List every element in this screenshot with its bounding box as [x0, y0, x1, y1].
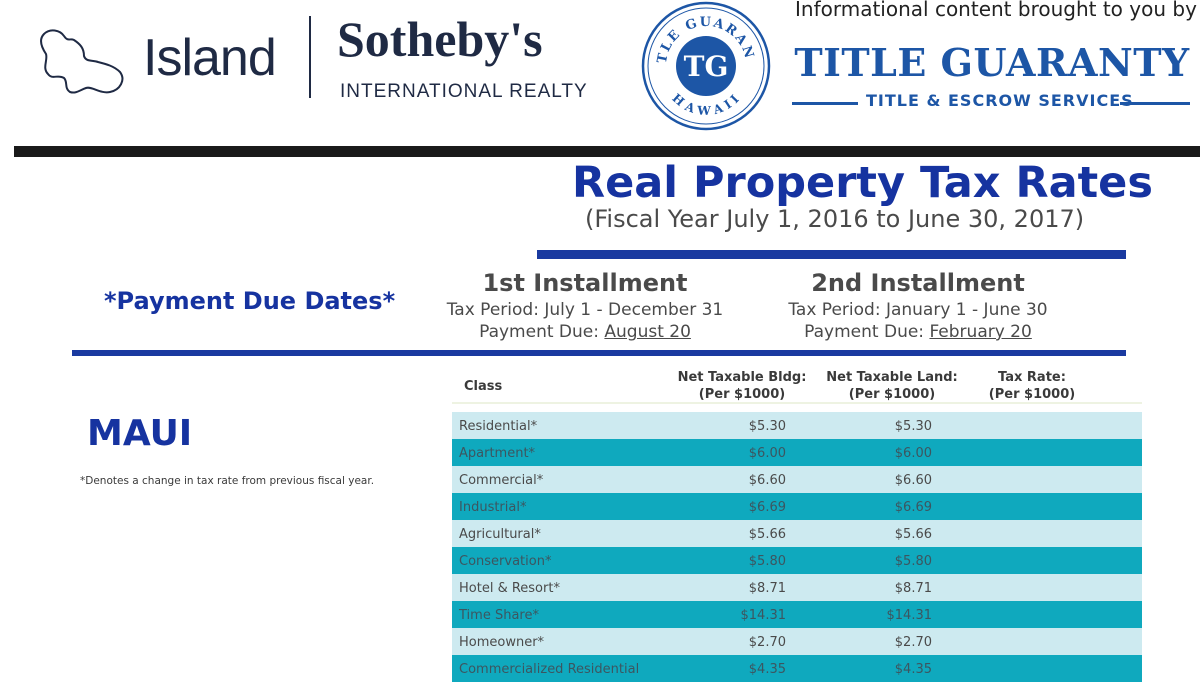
- second-installment-heading: 2nd Installment: [811, 269, 1025, 297]
- table-row: Apartment* $6.00 $6.00: [452, 439, 1142, 466]
- seal-initials: TG: [684, 50, 729, 83]
- second-installment-block: 2nd Installment Tax Period: January 1 - …: [770, 268, 1066, 343]
- sothebys-brand-text: Sotheby's: [337, 11, 543, 67]
- title-guaranty-wordmark: TITLE GUARANTY: [794, 40, 1190, 85]
- title-rule: [537, 250, 1126, 259]
- second-installment-due-date: February 20: [929, 322, 1032, 342]
- header-rule: [452, 402, 1142, 404]
- table-row: Hotel & Resort* $8.71 $8.71: [452, 574, 1142, 601]
- title-guaranty-seal-logo: TITLE GUARANTY HAWAII TG: [640, 0, 771, 131]
- sponsor-note: Informational content brought to you by: [795, 0, 1197, 21]
- header-divider-bar: [14, 146, 1200, 157]
- international-realty-text: INTERNATIONAL REALTY: [340, 81, 588, 102]
- first-installment-heading: 1st Installment: [482, 269, 688, 297]
- fiscal-year-subtitle: (Fiscal Year July 1, 2016 to June 30, 20…: [585, 205, 1085, 233]
- change-footnote: *Denotes a change in tax rate from previ…: [80, 475, 375, 487]
- column-header-rate: Tax Rate: (Per $1000): [988, 370, 1076, 402]
- table-row: Commercial* $6.60 $6.60: [452, 466, 1142, 493]
- table-row: Conservation* $5.80 $5.80: [452, 547, 1142, 574]
- region-heading: MAUI: [87, 413, 193, 454]
- first-installment-due: Payment Due: August 20: [479, 322, 691, 342]
- table-row: Residential* $5.30 $5.30: [452, 412, 1142, 439]
- wordmark-rule-right: [1120, 102, 1190, 105]
- first-installment-block: 1st Installment Tax Period: July 1 - Dec…: [440, 268, 730, 343]
- second-installment-period: Tax Period: January 1 - June 30: [788, 300, 1048, 320]
- tax-rate-table: Residential* $5.30 $5.30 Apartment* $6.00 $6…: [452, 412, 1142, 682]
- title-escrow-subtitle: TITLE & ESCROW SERVICES: [866, 91, 1134, 110]
- island-brand-text: Island: [143, 29, 277, 87]
- table-row: Industrial* $6.69 $6.69: [452, 493, 1142, 520]
- table-row: Commercialized Residential $4.35 $4.35: [452, 655, 1142, 682]
- wordmark-rule-left: [792, 102, 858, 105]
- section-rule: [72, 350, 1126, 356]
- table-row: Homeowner* $2.70 $2.70: [452, 628, 1142, 655]
- payment-due-dates-label: *Payment Due Dates*: [104, 287, 396, 315]
- table-row: Time Share* $14.31 $14.31: [452, 601, 1142, 628]
- maui-island-outline-icon: [40, 29, 124, 94]
- table-row: Agricultural* $5.66 $5.66: [452, 520, 1142, 547]
- first-installment-period: Tax Period: July 1 - December 31: [446, 300, 724, 320]
- column-header-land: Net Taxable Land: (Per $1000): [826, 370, 958, 402]
- brand-divider: [309, 16, 311, 98]
- column-header-class: Class: [464, 379, 503, 394]
- column-header-bldg: Net Taxable Bldg: (Per $1000): [677, 370, 807, 402]
- first-installment-due-date: August 20: [604, 322, 691, 342]
- page-title: Real Property Tax Rates: [572, 158, 1153, 208]
- second-installment-due: Payment Due: February 20: [804, 322, 1032, 342]
